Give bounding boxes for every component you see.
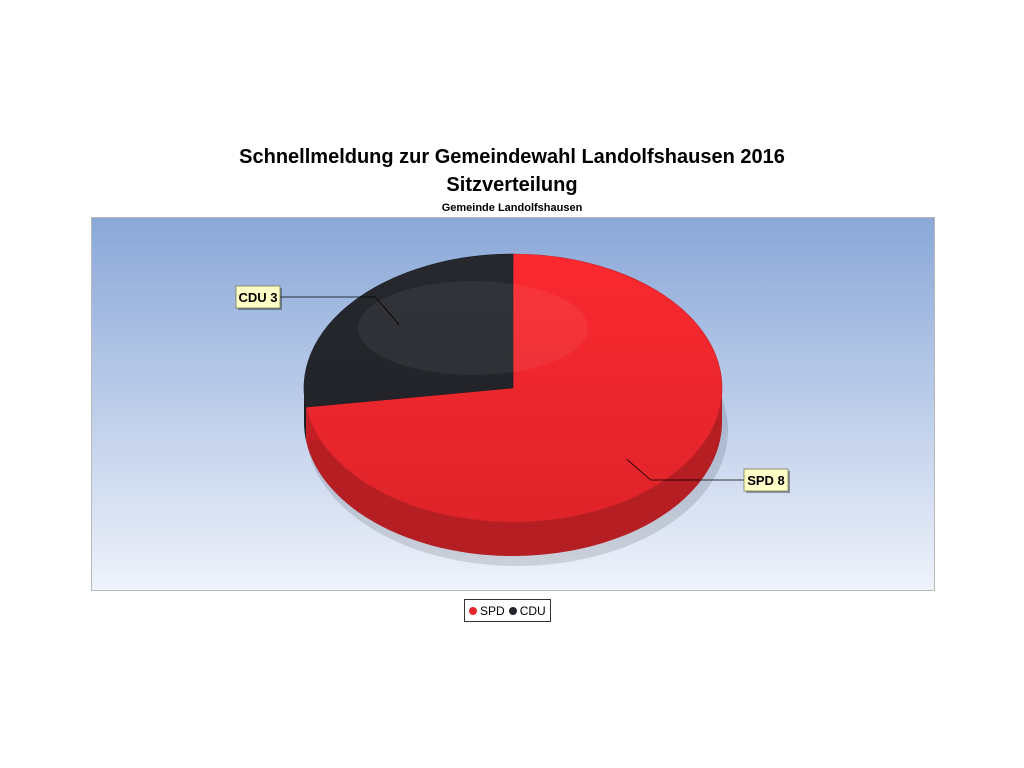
legend-swatch-cdu	[508, 606, 517, 615]
legend-item-cdu: CDU	[508, 603, 546, 618]
data-label-box-spd	[743, 468, 789, 492]
pie-slice-spd	[305, 253, 723, 523]
legend-label-spd: SPD	[480, 603, 505, 618]
legend-item-spd: SPD	[469, 604, 505, 618]
legend-label-cdu: CDU	[519, 603, 546, 618]
data-label-spd: SPD 8	[747, 473, 785, 488]
pie-side-spd	[306, 388, 722, 557]
chart-title: Schnellmeldung zur Gemeindewahl Landolfs…	[239, 146, 785, 168]
chart-subtitle: Sitzverteilung	[446, 174, 578, 196]
legend-swatch-spd	[469, 606, 477, 615]
leader-line-spd	[626, 458, 744, 481]
data-label-cdu: CDU 3	[238, 290, 277, 305]
leader-line-cdu	[280, 296, 400, 326]
pie-chart: SPD 8 CDU 3	[235, 253, 790, 566]
pie-slice-cdu	[303, 253, 514, 408]
chart-subtitle-secondary: Gemeinde Landolfshausen	[441, 202, 583, 214]
legend: SPD CDU	[464, 599, 551, 622]
data-label-box-cdu	[235, 285, 281, 309]
plot-area: SPD 8 CDU 3	[91, 217, 935, 591]
pie-side-cdu	[304, 388, 307, 442]
pie-sheen	[358, 281, 588, 375]
